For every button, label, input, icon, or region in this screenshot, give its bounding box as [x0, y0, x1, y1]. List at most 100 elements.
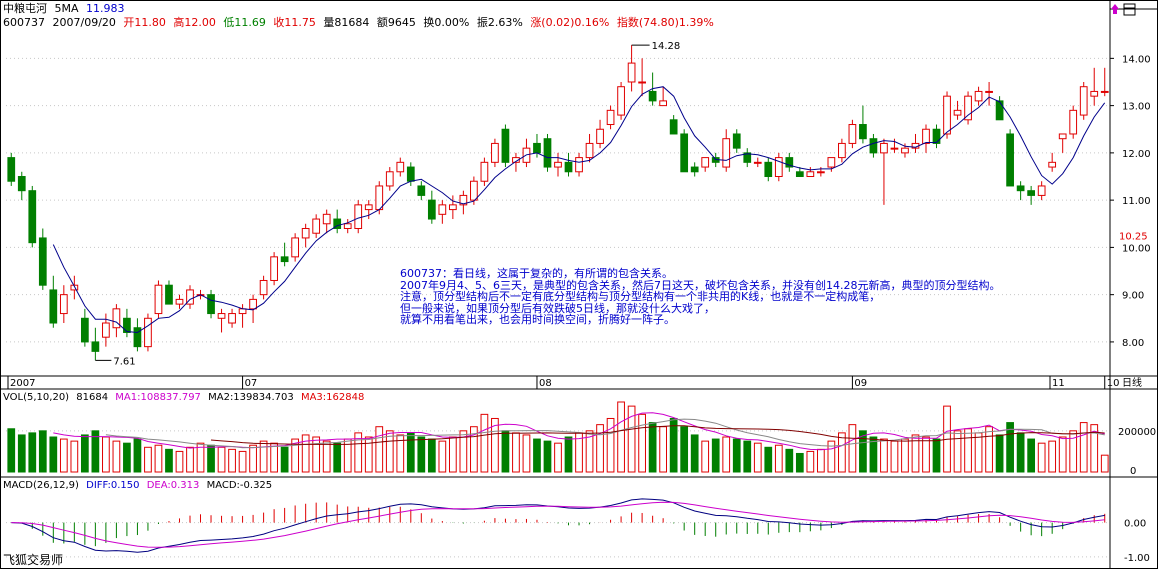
candle-body [301, 227, 310, 239]
ma-label: 5MA [54, 2, 79, 15]
volume-bar [91, 430, 100, 473]
candle-body [753, 161, 762, 164]
candle-body [375, 185, 384, 211]
ma-value: 11.983 [86, 2, 125, 15]
candle-body [785, 157, 794, 168]
candle-body [575, 157, 583, 173]
volume-bar [753, 442, 762, 473]
low-value: 低11.69 [223, 16, 266, 29]
price-tick-label: 12.00 [1122, 149, 1151, 160]
candle-body [491, 142, 499, 163]
candle-body [70, 284, 79, 291]
volume-bar [974, 432, 983, 473]
volume-bar [417, 436, 426, 473]
candle-body [259, 279, 268, 296]
volume-bar [49, 436, 58, 473]
volume-bar [512, 432, 520, 473]
time-tick-label: 07 [245, 378, 258, 389]
candle-body [880, 142, 888, 154]
volume-bar [385, 430, 394, 473]
volume-bar [701, 440, 710, 473]
candle-body [922, 128, 930, 144]
candle-body [543, 138, 552, 168]
volume-header: VOL(5,10,20) 81684 MA1:108837.797 MA2:13… [3, 391, 368, 404]
volume-bar [680, 426, 689, 473]
candle-body [133, 327, 142, 348]
volume-bar [1100, 454, 1109, 473]
annotation-text: 600737：看日线，这属于复杂的，有所谓的包含关系。 2007年9月4、5、6… [400, 268, 1000, 326]
volume-bar [491, 417, 499, 473]
candle-body [1006, 133, 1014, 187]
candle-body [859, 124, 867, 140]
candle-body [1100, 90, 1109, 93]
volume-bar [985, 426, 993, 473]
price-tick-label: 8.00 [1122, 338, 1144, 349]
candle-body [406, 166, 415, 182]
candle-body [554, 161, 562, 168]
candle-body [280, 256, 289, 263]
time-tick-label: 11 [1052, 378, 1065, 389]
annotation-line: 但一般来说，如果顶分型后有效跌破5日线，那就没什么大戏了， [400, 301, 715, 315]
volume-bar [1069, 430, 1078, 473]
candle-body [1058, 133, 1067, 140]
candle-body [732, 133, 741, 149]
volume-bar [186, 446, 194, 473]
low-marker-label: 7.61 [113, 356, 135, 367]
candle-body [806, 171, 815, 178]
volume-bar [606, 417, 615, 473]
volume-bar [448, 436, 457, 473]
volume-bar [38, 430, 47, 473]
volume-bar [774, 444, 783, 473]
candle-body [165, 284, 173, 305]
candle-body [1048, 161, 1057, 168]
volume-bar [922, 436, 930, 473]
macd-tick-label: 0.00 [1124, 519, 1146, 530]
candle-body [701, 157, 710, 168]
volume-bar [80, 434, 89, 473]
candle-body [123, 317, 131, 333]
volume-bar [312, 436, 321, 473]
brand-label: 飞狐交易师 [3, 553, 64, 567]
candle-body [38, 237, 47, 286]
volume-bar [554, 442, 562, 473]
candle-body [59, 294, 68, 315]
time-tick-label: 08 [539, 378, 552, 389]
candle-body [722, 138, 731, 168]
volume-bar [70, 440, 79, 473]
volume-bar [470, 426, 478, 473]
macd-diff-line [11, 498, 1105, 553]
candle-body [1069, 109, 1078, 135]
candle-body [512, 157, 520, 163]
candle-body [1037, 185, 1046, 196]
volume-bar [427, 438, 436, 473]
volume-bar [627, 405, 636, 473]
price-tick-label: 13.00 [1122, 102, 1151, 113]
macd-label: MACD(26,12,9) [3, 480, 79, 491]
candle-body [690, 166, 699, 173]
volume-bar [123, 442, 131, 473]
volume-bar [732, 438, 741, 473]
volume-bar [795, 452, 804, 473]
volume-bar [1006, 422, 1014, 473]
volume-bar [133, 438, 142, 473]
candle-body [480, 161, 489, 182]
vol-current: 81684 [76, 392, 109, 403]
volume-bar [838, 432, 846, 473]
volume-bar [711, 438, 720, 473]
candle-body [974, 90, 983, 102]
high-marker-label: 14.28 [652, 41, 681, 52]
candle-body [154, 284, 163, 315]
volume-bar [102, 436, 110, 473]
time-tick-label: 10 [1107, 378, 1120, 389]
candle-body [985, 90, 993, 93]
macd-dea-line [11, 501, 1105, 548]
candle-body [659, 100, 668, 107]
volume-ma3-line [210, 425, 1105, 445]
volume-bar [585, 430, 594, 473]
volume-bar [354, 432, 363, 473]
price-tick-label: 11.00 [1122, 196, 1151, 207]
candle-body [596, 128, 604, 144]
candle-body [291, 237, 300, 258]
candle-body [1027, 190, 1036, 196]
